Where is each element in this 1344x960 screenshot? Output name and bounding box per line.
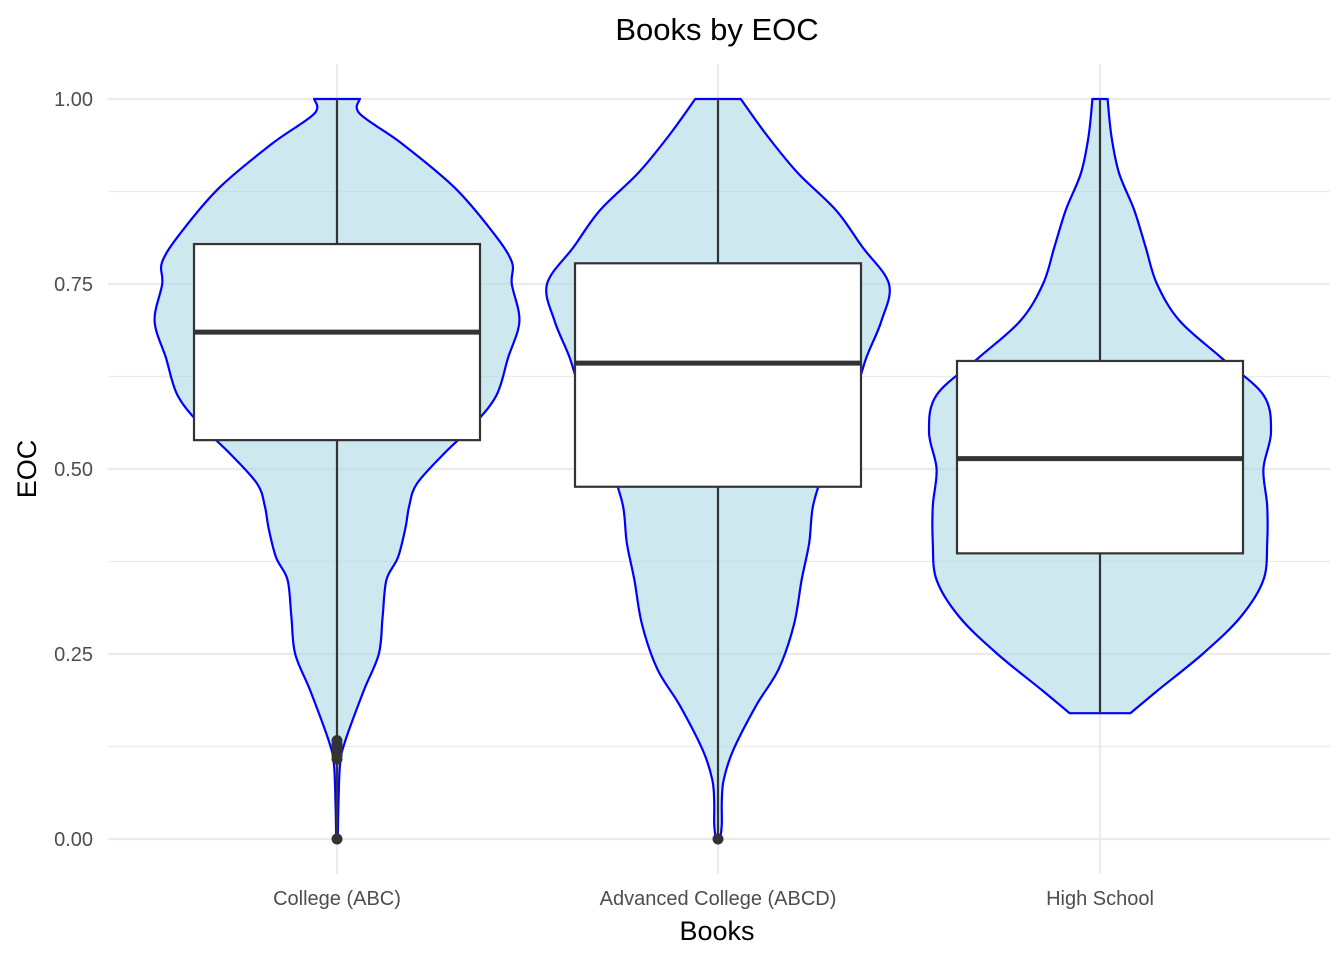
outlier-point	[331, 735, 343, 747]
boxplot	[955, 99, 1245, 714]
boxplot	[192, 99, 482, 845]
y-tick-label: 1.00	[54, 89, 93, 111]
x-tick-labels: College (ABC) Advanced College (ABCD) High…	[273, 888, 1154, 910]
y-tick-label: 0.50	[54, 459, 93, 481]
outlier-point	[712, 833, 724, 845]
y-axis-title: EOC	[12, 440, 42, 499]
chart-title: Books by EOC	[615, 12, 818, 47]
y-tick-label: 0.00	[54, 829, 93, 851]
y-tick-label: 0.75	[54, 274, 93, 296]
box-iqr	[192, 242, 482, 442]
outlier-point	[331, 833, 343, 845]
x-tick-label: College (ABC)	[273, 888, 401, 910]
y-tick-label: 0.25	[54, 644, 93, 666]
x-axis-title: Books	[679, 916, 754, 946]
boxplot	[573, 99, 863, 845]
x-tick-label: Advanced College (ABCD)	[600, 888, 837, 910]
boxplots	[192, 99, 1245, 845]
y-tick-labels: 0.00 0.25 0.50 0.75 1.00	[54, 89, 93, 851]
x-tick-label: High School	[1046, 888, 1154, 910]
box-iqr	[573, 262, 863, 488]
